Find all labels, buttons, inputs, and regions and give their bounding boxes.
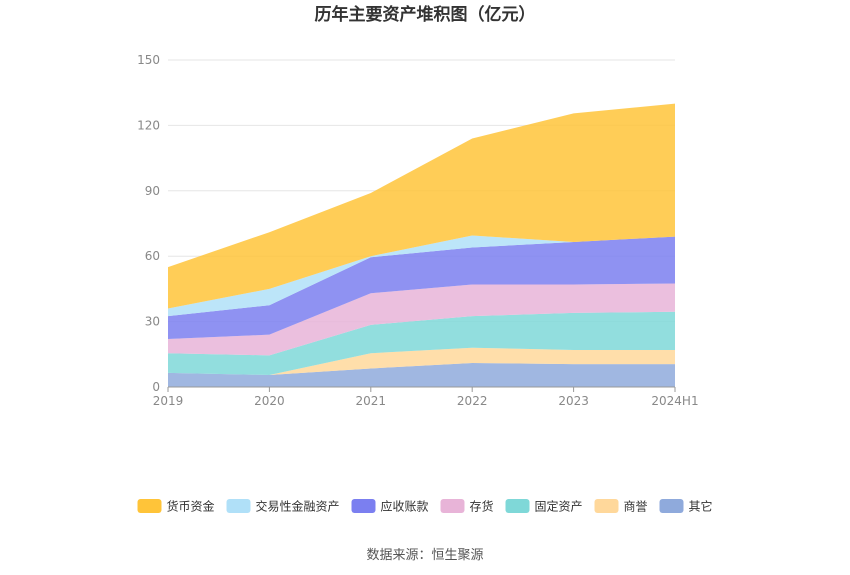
legend-item[interactable]: 货币资金: [137, 499, 215, 514]
y-tick-label: 150: [137, 53, 160, 67]
area-series-0[interactable]: [168, 363, 675, 387]
axis-layer: 0 30 60 90 120 150 2019 2020 2021 2022 2023 2024H1: [137, 53, 699, 408]
legend-swatch: [137, 499, 162, 513]
x-tick-label: 2023: [558, 394, 589, 408]
y-tick-label: 30: [145, 315, 160, 329]
x-tick-label: 2022: [457, 394, 488, 408]
legend-swatch: [659, 499, 684, 513]
y-tick-label: 0: [152, 380, 160, 394]
area-layer: [168, 103, 675, 387]
area-series-5[interactable]: [168, 235, 675, 317]
source-note: 数据来源：恒生聚源: [366, 548, 483, 563]
legend-label: 商誉: [624, 499, 648, 514]
x-tick-label: 2020: [254, 394, 285, 408]
legend-label: 应收账款: [381, 499, 429, 514]
chart-title: 历年主要资产堆积图（亿元）: [315, 4, 536, 25]
legend-label: 交易性金融资产: [256, 499, 340, 514]
legend-label: 其它: [689, 499, 713, 514]
legend-label: 固定资产: [535, 499, 583, 514]
legend-item[interactable]: 应收账款: [351, 499, 429, 514]
x-tick-label: 2019: [153, 394, 184, 408]
y-tick-label: 120: [137, 118, 160, 132]
legend-item[interactable]: 其它: [659, 499, 713, 514]
legend-item[interactable]: 固定资产: [505, 499, 583, 514]
legend-swatch: [351, 499, 376, 513]
y-tick-label: 60: [145, 249, 160, 263]
legend: 货币资金 交易性金融资产 应收账款 存货 固定资产 商誉 其它: [137, 499, 713, 514]
legend-label: 货币资金: [167, 499, 215, 514]
area-series-6[interactable]: [168, 103, 675, 309]
x-tick-label: 2024H1: [651, 394, 698, 408]
area-series-2[interactable]: [168, 311, 675, 376]
area-series-3[interactable]: [168, 283, 675, 356]
legend-swatch: [594, 499, 619, 513]
legend-item[interactable]: 商誉: [594, 499, 648, 514]
legend-item[interactable]: 交易性金融资产: [226, 499, 340, 514]
legend-swatch: [440, 499, 465, 513]
y-tick-label: 90: [145, 184, 160, 198]
legend-item[interactable]: 存货: [440, 499, 494, 514]
x-tick-label: 2021: [356, 394, 387, 408]
area-series-1[interactable]: [168, 347, 675, 376]
legend-swatch: [505, 499, 530, 513]
legend-label: 存货: [470, 499, 494, 514]
legend-swatch: [226, 499, 251, 513]
area-series-4[interactable]: [168, 236, 675, 340]
